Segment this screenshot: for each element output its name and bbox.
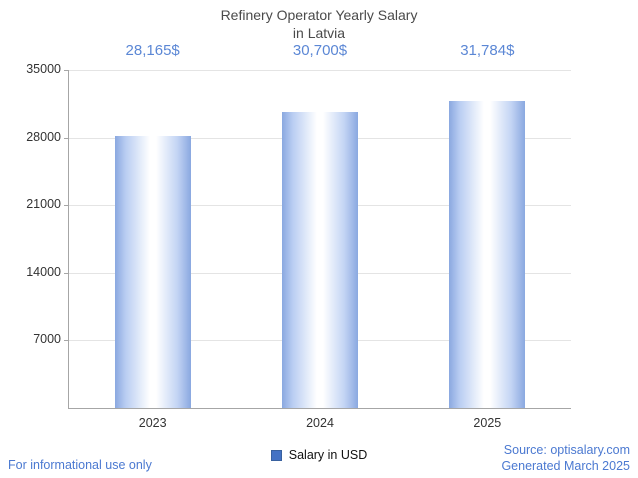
ytick-mark-21000 (64, 205, 68, 207)
chart-title-line2: in Latvia (292, 25, 346, 42)
ytick-label-28000: 28000 (26, 129, 61, 144)
plot-area: 7000 14000 21000 28000 35000 28,165$ 2023 30,70… (26, 42, 571, 430)
bar-2025 (449, 101, 526, 408)
legend-label: Salary in USD (288, 448, 368, 462)
xtick-label-2024: 2024 (306, 416, 334, 430)
value-label-2024: 30,700$ (292, 42, 348, 59)
xtick-label-2025: 2025 (473, 416, 502, 430)
ytick-mark-7000 (64, 340, 68, 342)
generated-text: Generated March 2025 (501, 458, 630, 473)
disclaimer-text: For informational use only (8, 458, 152, 472)
legend: Salary in USD (0, 448, 638, 462)
source-text: Source: optisalary.com (503, 442, 630, 457)
bar-2023 (114, 136, 191, 408)
ytick-mark-35000 (64, 70, 68, 71)
source-block: Source: optisalary.com Generated March 2… (501, 442, 630, 475)
ytick-label-35000: 35000 (26, 62, 61, 76)
ytick-label-21000: 21000 (26, 197, 61, 212)
legend-swatch-icon (270, 449, 282, 461)
ytick-mark-28000 (64, 137, 68, 139)
chart-title-line1: Refinery Operator Yearly Salary (220, 7, 418, 23)
ytick-label-14000: 14000 (26, 264, 61, 279)
ytick-label-7000: 7000 (33, 332, 61, 347)
bar-2024 (282, 111, 358, 408)
xtick-label-2023: 2023 (138, 416, 167, 430)
value-label-2025: 31,784$ (460, 42, 515, 59)
chart-title: Refinery Operator Yearly Salary in Latvi… (0, 6, 638, 43)
ytick-mark-14000 (64, 272, 68, 274)
gridline-35000 (69, 70, 571, 71)
value-label-2023: 28,165$ (125, 42, 180, 59)
